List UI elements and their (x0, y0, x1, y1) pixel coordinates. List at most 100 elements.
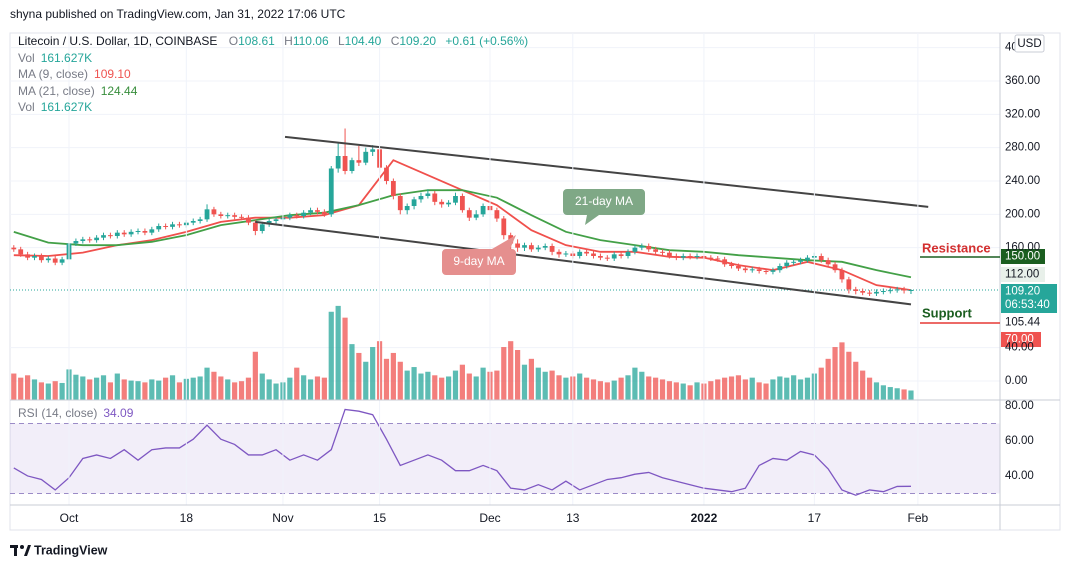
volume-bar (245, 377, 252, 400)
ma9-callout: 9-day MA (442, 235, 516, 275)
candle-body (308, 210, 313, 213)
candle-body (763, 271, 769, 272)
volume-bar (901, 389, 907, 400)
currency[interactable]: USD (1017, 38, 1041, 50)
candle-body (825, 260, 831, 265)
candle-body (39, 256, 44, 261)
volume-bar (749, 377, 755, 400)
brand: TradingView (34, 543, 108, 557)
candle-body (121, 232, 127, 235)
volume-bar (411, 367, 417, 400)
y-tick-label: 160.00 (1005, 242, 1040, 254)
volume-bar (646, 376, 652, 400)
candle-body (694, 256, 700, 257)
volume-bar (273, 383, 279, 400)
candle-body (156, 226, 162, 230)
candle-body (328, 168, 334, 215)
volume-bar (673, 382, 679, 400)
vol-tag-text: 70.00 (1005, 334, 1034, 346)
volume-bar (887, 387, 893, 400)
candle-body (632, 247, 638, 252)
x-tick-label: 17 (808, 511, 822, 525)
volume-bar (860, 370, 866, 400)
volume-bar (839, 342, 845, 400)
candle-body (459, 196, 465, 211)
volume-bar (80, 376, 86, 400)
volume-bar (763, 383, 769, 400)
volume-bar (846, 351, 852, 400)
volume-bar (563, 377, 569, 400)
volume-bar (169, 375, 176, 400)
rsi-pane (10, 408, 1000, 496)
candle-body (232, 215, 238, 217)
volume-bar (204, 367, 210, 400)
vol2-name: Vol (18, 100, 35, 114)
candle-body (197, 219, 203, 221)
volume-bar (853, 361, 859, 400)
volume-bar (659, 379, 666, 400)
ma21-value: 124.44 (101, 84, 138, 98)
volume-bar (321, 377, 327, 400)
candle-body (411, 199, 417, 206)
y-tick-label: 0.00 (1005, 375, 1027, 387)
legend-ma9: MA (9, close) 109.10 (18, 67, 131, 81)
ma-tag-text: 112.00 (1005, 269, 1039, 281)
low-value: 104.40 (345, 34, 382, 48)
candle-body (273, 219, 279, 221)
candle-body (246, 217, 251, 223)
y-tick-label: 280.00 (1005, 142, 1040, 154)
volume-bar (597, 381, 604, 400)
candle-body (32, 256, 37, 258)
volume-bar (370, 347, 376, 400)
ma21-callout-text: 21-day MA (575, 194, 633, 208)
ma9-callout-text: 9-day MA (453, 254, 504, 268)
volume-bar (397, 361, 403, 400)
candle-body (108, 235, 113, 237)
volume-bar (425, 371, 431, 400)
candle-body (660, 251, 665, 253)
candle-body (335, 156, 341, 169)
candle-body (653, 249, 659, 252)
change: +0.61 (+0.56%) (445, 34, 528, 48)
volume-bar (107, 382, 114, 400)
volume-bar (432, 375, 438, 400)
ma9-callout-box (442, 235, 516, 275)
candle-body (528, 245, 534, 250)
volume-bar (728, 376, 735, 400)
candle-body (52, 258, 58, 263)
volume-bar (908, 390, 914, 400)
legend-vol2: Vol 161.627K (18, 100, 92, 114)
candle-body (687, 256, 693, 257)
volume-bar (94, 377, 100, 400)
volume-bar (611, 380, 617, 400)
candle-body (163, 226, 169, 227)
volume-bar (632, 367, 638, 400)
volume-bar (797, 379, 804, 400)
candle-body (432, 193, 438, 202)
resistance-tag (1001, 249, 1045, 264)
legend-rsi: RSI (14, close) 34.09 (18, 406, 134, 420)
candle-body (321, 211, 327, 215)
volume-bar (390, 352, 396, 400)
volume-bar (418, 373, 424, 400)
last-price-tag (1001, 284, 1057, 313)
x-tick-label: 13 (566, 511, 580, 525)
logo-part (20, 545, 24, 549)
volume-bar (149, 379, 155, 400)
candle-body (59, 259, 65, 263)
volume-bar (24, 375, 31, 400)
candle-body (446, 202, 451, 205)
volume-bar (252, 351, 258, 400)
high-label: H (284, 34, 293, 48)
volume-bar (128, 380, 134, 400)
y-tick-label: 40.00 (1005, 342, 1034, 354)
last-price-text: 109.20 (1005, 286, 1040, 298)
x-tick-label: 15 (373, 511, 387, 525)
ma21-name: MA (21, close) (18, 84, 95, 98)
support-label: Support (922, 305, 972, 320)
currency-box[interactable] (1014, 34, 1045, 53)
volume-bar (687, 385, 693, 400)
candle-body (777, 266, 783, 271)
open-value: 108.61 (238, 34, 275, 48)
